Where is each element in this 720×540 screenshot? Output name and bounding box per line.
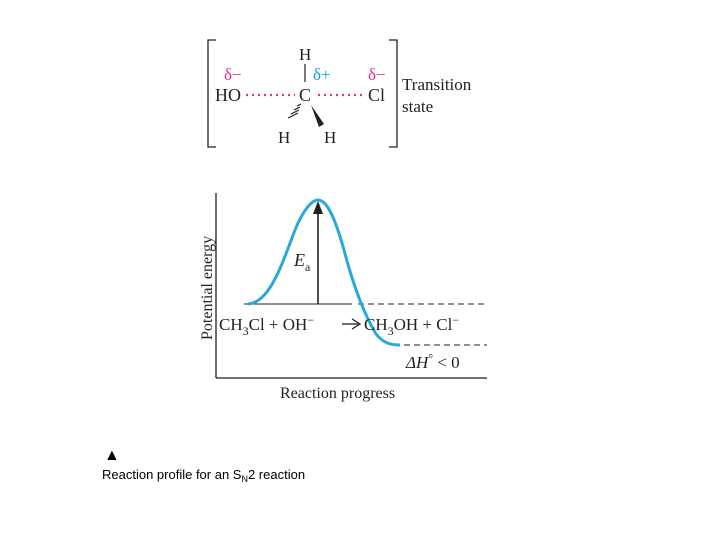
transition-label-line1: Transition (402, 75, 472, 94)
atom-c: C (299, 85, 311, 105)
products-label: CH3OH + Cl− (364, 313, 459, 338)
caption-triangle-icon: ▲ (104, 447, 120, 464)
energy-curve (247, 198, 401, 347)
reactants-label: CH3Cl + OH− (219, 313, 314, 338)
energy-diagram: Potential energy Reaction progress Ea CH… (199, 193, 487, 402)
delta-minus-left: δ− (224, 65, 242, 84)
atom-h-bottom-left: H (278, 128, 290, 147)
atom-h-top: H (299, 45, 311, 64)
atom-h-bottom-right: H (324, 128, 336, 147)
y-axis-label: Potential energy (199, 236, 216, 340)
atom-cl: Cl (368, 85, 385, 105)
hashed-bond (287, 103, 302, 119)
caption-block: ▲ Reaction profile for an SN2 reaction (102, 447, 306, 485)
x-axis-label: Reaction progress (280, 385, 395, 402)
ea-label: Ea (293, 250, 311, 274)
ea-arrowhead (313, 201, 323, 214)
wedge-bond (311, 105, 324, 127)
figure-caption: Reaction profile for an SN2 reaction (102, 467, 306, 484)
delta-minus-right: δ− (368, 65, 386, 84)
delta-h-label: ΔH° < 0 (405, 351, 460, 372)
delta-plus: δ+ (313, 65, 331, 84)
atom-ho: HO (215, 85, 241, 105)
right-bracket (389, 39, 398, 148)
transition-label-line2: state (402, 97, 433, 116)
left-bracket (207, 39, 216, 148)
transition-state-structure: δ− δ+ δ− H HO C Cl H H Transition state (207, 39, 472, 148)
reaction-arrowhead (351, 318, 362, 330)
